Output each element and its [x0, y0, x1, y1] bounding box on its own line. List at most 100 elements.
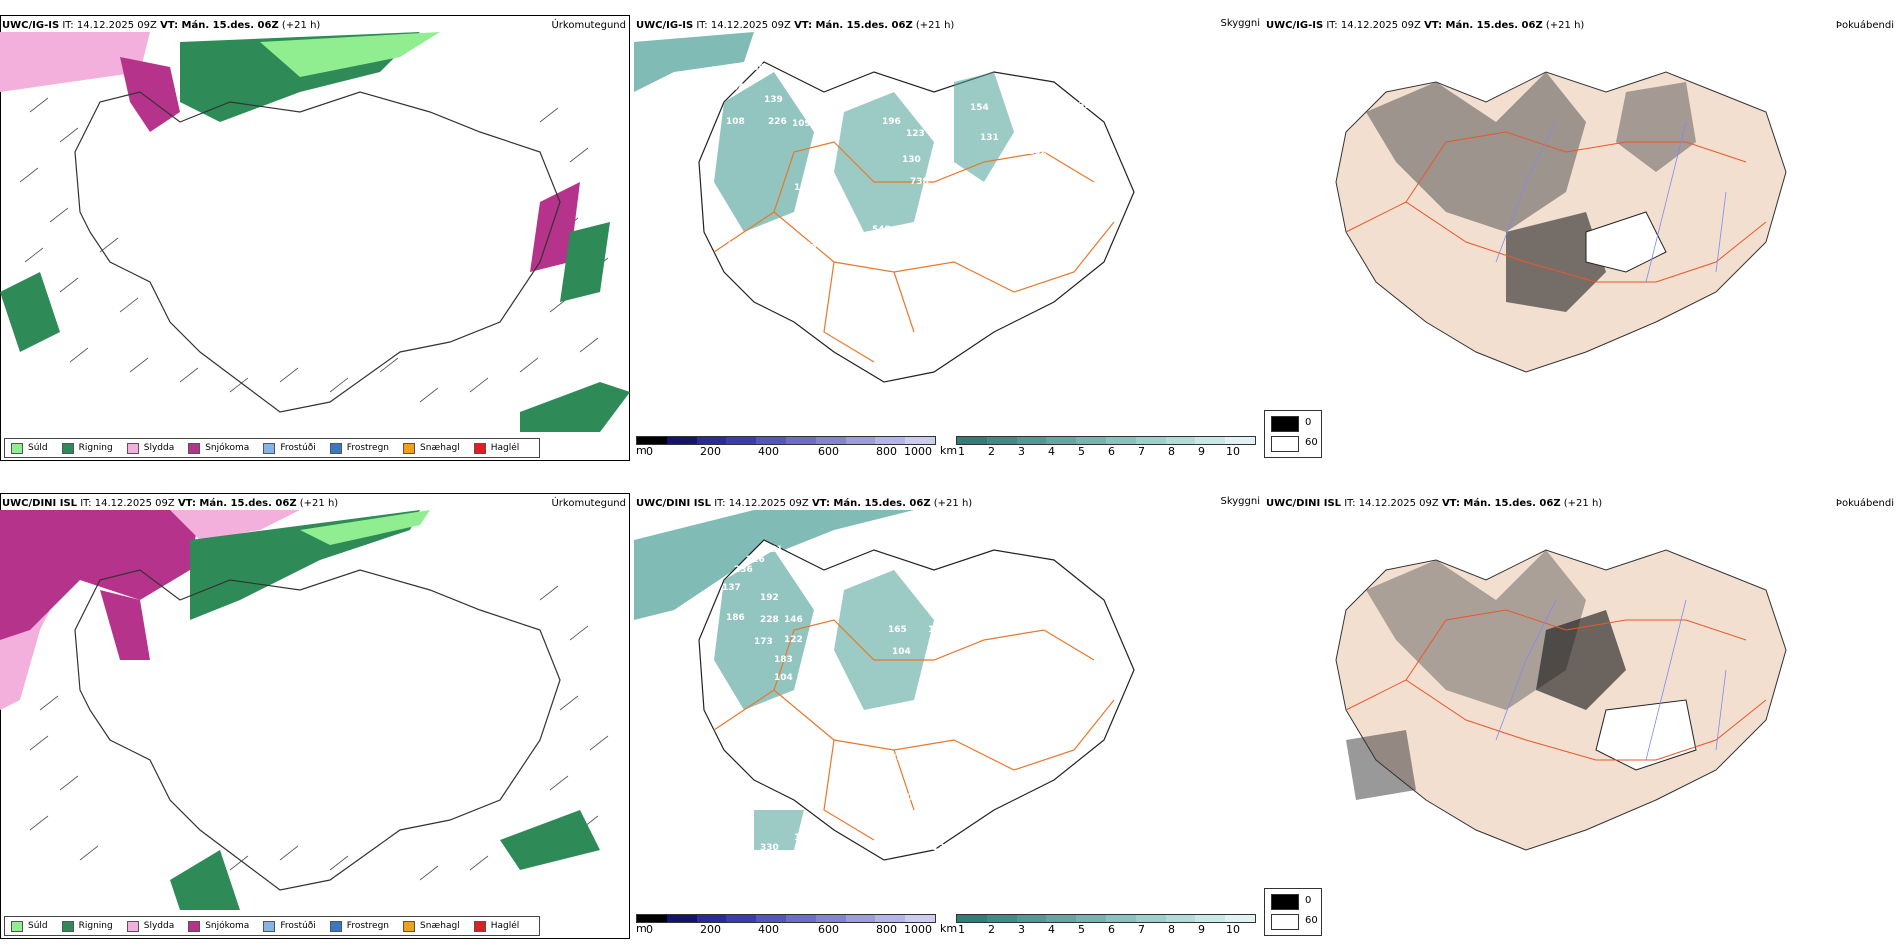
tick: 7 — [1138, 445, 1145, 458]
valid-time: VT: Mán. 15.des. 06Z — [177, 498, 297, 509]
height-label: 90 — [1060, 581, 1073, 591]
legend-label: Súld — [28, 921, 48, 931]
legend-item: Snjókoma — [188, 920, 249, 932]
tick: 5 — [1078, 923, 1085, 936]
legend-label: Snæhagl — [420, 921, 460, 931]
legend-swatch — [403, 920, 416, 932]
iceland-outline — [74, 569, 561, 891]
visibility-map: 236 137 192 186 228 146 173 122 183 104 … — [634, 510, 1135, 861]
snow-area — [0, 32, 150, 92]
legend-label: Snæhagl — [420, 443, 460, 453]
legend-swatch — [188, 920, 201, 932]
visibility-panel: UWC/IG-IS IT: 14.12.2025 09Z VT: Mán. 15… — [634, 0, 1264, 470]
height-label: 94 — [732, 83, 745, 93]
height-label: 108 — [726, 117, 745, 127]
tick: 600 — [818, 923, 839, 936]
tick: 7 — [1138, 923, 1145, 936]
cloud-legend-black — [1271, 416, 1299, 432]
legend-swatch — [473, 442, 486, 454]
height-label: 738 — [910, 177, 929, 187]
tick: 3 — [1018, 445, 1025, 458]
height-label: 279 — [834, 215, 853, 225]
tick: 1000 — [904, 445, 932, 458]
model-name: UWC/DINI ISL — [1266, 498, 1342, 509]
tick: 4 — [1048, 445, 1055, 458]
panel-header: UWC/IG-IS IT: 14.12.2025 09Z VT: Mán. 15… — [1266, 20, 1584, 31]
valid-time: VT: Mán. 15.des. 06Z — [1424, 20, 1543, 31]
height-label: 216 — [746, 555, 765, 565]
init-time: IT: 14.12.2025 09Z — [696, 20, 791, 31]
rain-patch — [500, 810, 600, 870]
height-label: 196 — [882, 117, 901, 127]
tick: 400 — [758, 923, 779, 936]
model-name: UWC/DINI ISL — [636, 498, 712, 509]
tick: 200 — [700, 445, 721, 458]
height-label: 88 — [730, 743, 743, 753]
legend-swatch — [263, 920, 276, 932]
height-label: 146 — [784, 615, 803, 625]
roads — [713, 141, 1115, 363]
rivers — [1495, 121, 1727, 283]
tick: 8 — [1168, 445, 1175, 458]
panel-title: Úrkomutegund — [551, 20, 626, 31]
iceland-outline — [74, 91, 561, 413]
wind-barbs — [29, 585, 609, 881]
height-label: 86 — [1050, 117, 1063, 127]
height-label: 104 — [892, 647, 911, 657]
snow-patch — [120, 57, 180, 132]
legend-item: Súld — [11, 442, 48, 454]
valid-time: VT: Mán. 15.des. 06Z — [811, 498, 931, 509]
rain-patch — [520, 382, 630, 432]
fog-shading — [1346, 730, 1416, 800]
tick: 3 — [1018, 923, 1025, 936]
tick: 200 — [700, 923, 721, 936]
height-label: 121 — [932, 119, 951, 129]
height-colorbar: 0 200 400 600 800 1000 — [636, 436, 936, 458]
fog-shading — [1536, 610, 1626, 710]
precip-map — [0, 32, 630, 432]
height-colorbar: 0 200 400 600 800 1000 — [636, 914, 936, 936]
roads — [1345, 609, 1767, 761]
rivers — [1495, 599, 1727, 761]
legend-item: Slydda — [126, 920, 174, 932]
legend-item: Frostúði — [263, 442, 316, 454]
fog-map — [1335, 71, 1787, 373]
cloud-legend-black — [1271, 894, 1299, 910]
drizzle-band — [300, 510, 430, 545]
tick: 2 — [988, 445, 995, 458]
roads — [1345, 131, 1767, 283]
precip-legend: Súld Rigning Slydda Snjókoma Frostúði Fr… — [4, 916, 541, 936]
init-time: IT: 14.12.2025 09Z — [62, 20, 157, 31]
precip-map — [0, 510, 609, 910]
legend-item: Haglél — [473, 920, 519, 932]
fog-map — [1335, 549, 1787, 851]
tick: 0 — [646, 445, 653, 458]
visibility-colorbar: 1 2 3 4 5 6 7 8 9 10 — [944, 436, 1256, 458]
height-colorbar-bar — [636, 914, 936, 923]
fog-panel: UWC/DINI ISL IT: 14.12.2025 09Z VT: Mán.… — [1266, 478, 1900, 948]
tick: 6 — [1108, 445, 1115, 458]
low-vis-zone — [714, 72, 814, 232]
cloud-legend-white — [1271, 436, 1299, 452]
tick: 400 — [758, 445, 779, 458]
row-igis: UWC/IG-IS IT: 14.12.2025 09Z VT: Mán. 15… — [0, 0, 1900, 470]
lead-time: (+21 h) — [299, 498, 339, 509]
tick: 9 — [1198, 923, 1205, 936]
tick: 800 — [876, 923, 897, 936]
height-label: 189 — [870, 761, 889, 771]
fog-shading — [1616, 82, 1696, 172]
tick: 1 — [958, 923, 965, 936]
legend-swatch — [403, 442, 416, 454]
tick: 6 — [1108, 923, 1115, 936]
model-name: UWC/IG-IS — [636, 20, 694, 31]
height-labels: 239 94 139 226 108 109 196 123 121 154 6… — [726, 63, 1103, 355]
legend-item: Slydda — [126, 442, 175, 454]
tick: 8 — [1168, 923, 1175, 936]
legend-item: Snæhagl — [403, 442, 460, 454]
legend-item: Haglél — [473, 442, 519, 454]
height-label: 173 — [754, 637, 773, 647]
rain-patch — [170, 850, 240, 910]
legend-swatch — [188, 442, 201, 454]
model-name: UWC/DINI ISL — [2, 498, 78, 509]
legend-label: Slydda — [143, 443, 175, 453]
